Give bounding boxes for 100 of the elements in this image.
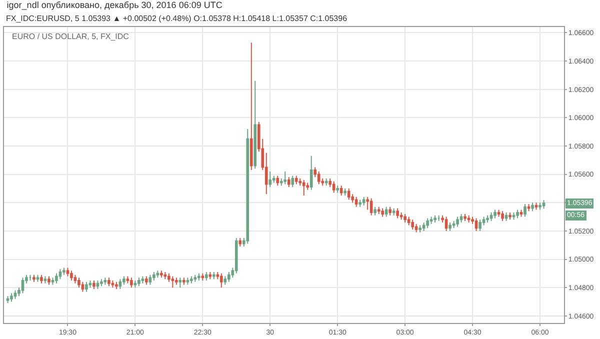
candlestick xyxy=(201,272,204,282)
chart-title: igor_ndl опубликовано, декабрь 30, 2016 06:09 UTC xyxy=(6,0,223,10)
candlestick xyxy=(452,220,456,229)
candlestick xyxy=(504,212,508,222)
candlestick xyxy=(111,280,114,288)
candlestick xyxy=(212,272,216,280)
candlestick xyxy=(354,196,358,208)
candlestick xyxy=(418,224,422,233)
candlestick xyxy=(400,212,403,220)
candlestick xyxy=(227,272,230,282)
candlestick xyxy=(302,179,306,196)
annotation: EURO / US DOLLAR, 5, FX_IDC xyxy=(12,32,130,41)
candlestick xyxy=(85,281,88,292)
candlestick xyxy=(238,238,242,248)
candlestick xyxy=(171,276,174,288)
candlestick xyxy=(422,222,426,232)
candlestick xyxy=(501,210,504,222)
candlestick xyxy=(478,219,482,232)
candlestick xyxy=(115,281,118,290)
candlestick xyxy=(542,200,546,210)
candlestick xyxy=(148,274,152,286)
candlestick xyxy=(434,214,436,223)
candlestick xyxy=(70,270,73,282)
candlestick xyxy=(437,214,440,222)
candlestick xyxy=(524,204,526,218)
candlestick xyxy=(294,175,298,185)
candlestick xyxy=(444,216,448,232)
candlestick xyxy=(430,216,433,224)
candlestick xyxy=(36,274,40,282)
candlestick xyxy=(486,214,489,223)
candlestick xyxy=(508,212,512,220)
candlestick xyxy=(474,218,478,232)
candlestick xyxy=(324,178,328,186)
candlestick xyxy=(272,175,276,184)
candlestick xyxy=(396,208,399,219)
candlestick xyxy=(268,170,272,188)
candlestick xyxy=(160,270,163,278)
candlestick xyxy=(490,212,493,222)
candlestick xyxy=(81,281,84,292)
candlestick xyxy=(291,175,294,188)
candlestick xyxy=(467,214,470,223)
candlestick xyxy=(74,274,77,284)
candlestick xyxy=(194,274,197,282)
candlestick xyxy=(407,216,410,226)
candlestick xyxy=(40,274,43,284)
candlestick xyxy=(336,185,340,194)
candlestick xyxy=(374,206,376,216)
candlestick xyxy=(28,274,32,282)
candlestick xyxy=(392,208,396,216)
candlestick xyxy=(456,216,459,228)
candlestick xyxy=(134,280,137,288)
candlestick xyxy=(384,206,388,218)
candlestick xyxy=(411,219,414,230)
candlestick xyxy=(370,198,373,216)
candlestick xyxy=(10,292,13,302)
candlestick xyxy=(287,176,290,188)
candlestick xyxy=(254,80,257,170)
candlestick xyxy=(332,180,336,194)
candlestick xyxy=(527,204,530,212)
candlestick xyxy=(14,290,17,300)
candlestick xyxy=(276,175,280,186)
candlestick xyxy=(534,202,538,210)
candlestick xyxy=(175,277,178,286)
candlestick xyxy=(197,272,200,282)
candlestick xyxy=(44,276,47,284)
candlestick xyxy=(516,209,519,219)
candlestick xyxy=(362,196,366,206)
candlestick xyxy=(531,202,534,212)
candlestick xyxy=(464,213,466,222)
candlestick xyxy=(190,276,193,284)
candlestick xyxy=(126,276,130,284)
candlestick xyxy=(122,276,126,286)
candlestick xyxy=(100,278,103,287)
candlestick xyxy=(347,188,350,200)
candlestick xyxy=(138,277,140,287)
candlestick xyxy=(246,128,250,244)
candlestick xyxy=(55,272,58,284)
candlestick xyxy=(96,280,100,290)
candlestick xyxy=(164,272,167,280)
candlestick xyxy=(520,209,523,218)
candlestick xyxy=(494,209,496,219)
candlestick xyxy=(388,206,392,216)
candlestick xyxy=(130,277,133,288)
candlestick xyxy=(104,277,107,286)
candlestick xyxy=(152,272,156,282)
candlestick xyxy=(21,277,24,294)
candlestick xyxy=(344,188,347,196)
candlestick xyxy=(220,272,223,288)
candlestick xyxy=(224,276,227,286)
candlestick xyxy=(141,276,144,284)
candlestick xyxy=(78,277,80,288)
candlestick xyxy=(250,42,253,171)
candlestick xyxy=(358,199,362,208)
candlestick xyxy=(62,267,66,276)
candlestick xyxy=(48,276,50,286)
candlestick xyxy=(118,278,122,290)
candlestick xyxy=(340,185,343,196)
candlestick xyxy=(497,209,500,218)
candlestick xyxy=(51,277,54,286)
candlestick xyxy=(404,213,406,223)
